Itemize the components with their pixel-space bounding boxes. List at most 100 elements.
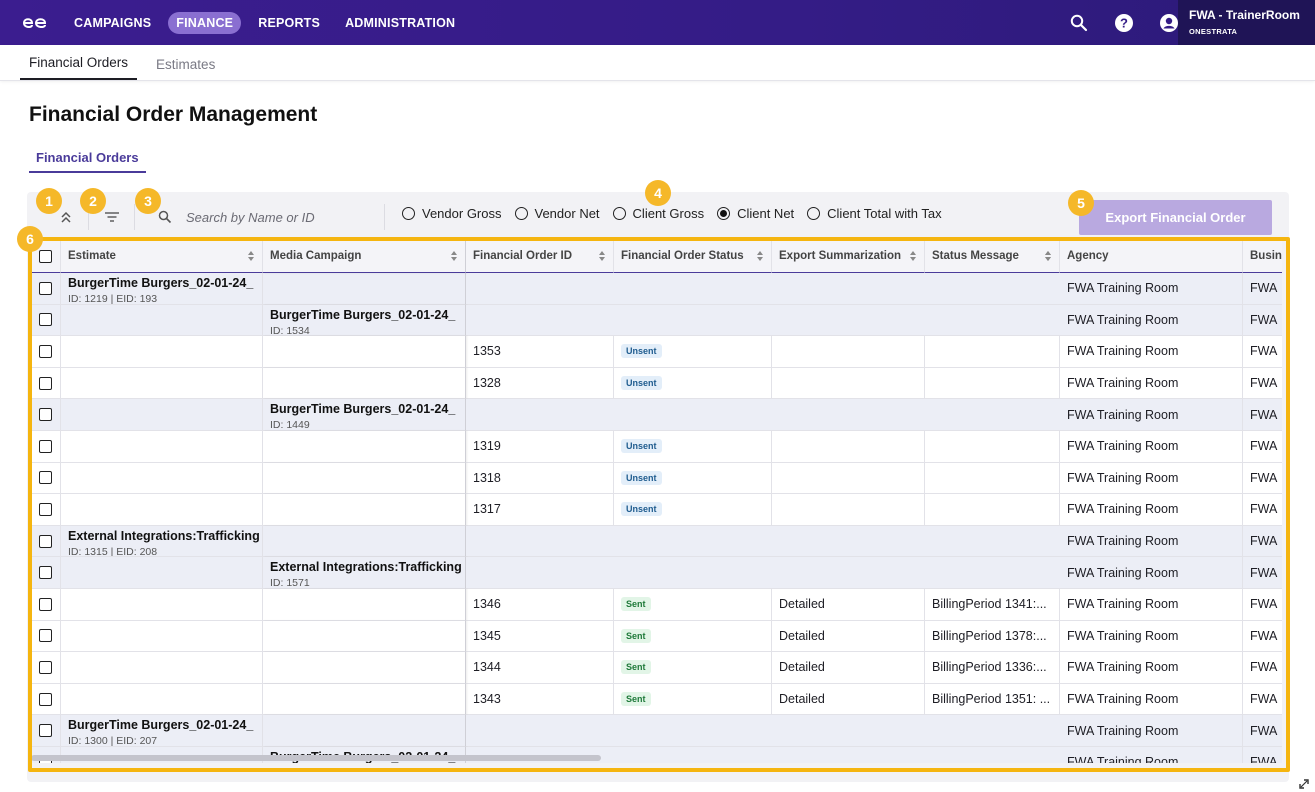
business-cell: FWA bbox=[1243, 557, 1282, 589]
column-header[interactable]: Financial Order ID bbox=[466, 240, 614, 273]
subtab-estimates[interactable]: Estimates bbox=[156, 57, 216, 72]
agency-cell: FWA Training Room bbox=[1060, 652, 1243, 684]
row-checkbox[interactable] bbox=[39, 534, 52, 548]
help-icon[interactable]: ? bbox=[1112, 11, 1136, 35]
business-cell: FWA bbox=[1243, 368, 1282, 400]
user-account-icon[interactable] bbox=[1157, 11, 1181, 35]
radio-client-net[interactable]: Client Net bbox=[717, 206, 794, 221]
radio-vendor-net[interactable]: Vendor Net bbox=[514, 206, 600, 221]
collapse-all-button[interactable] bbox=[52, 204, 80, 230]
table-row[interactable]: BurgerTime Burgers_02-01-24_ ID: 1534 FWA … bbox=[31, 304, 1282, 337]
row-checkbox[interactable] bbox=[39, 313, 52, 327]
resize-handle-icon[interactable] bbox=[1299, 779, 1309, 789]
table-row[interactable]: BurgerTime Burgers_02-01-24_ ID: 1449 FWA … bbox=[31, 399, 1282, 431]
sort-icon[interactable] bbox=[598, 250, 606, 262]
sort-icon[interactable] bbox=[450, 250, 458, 262]
table-row[interactable]: 1345 Sent Detailed BillingPeriod 1378:... FW… bbox=[31, 620, 1282, 653]
account-switcher[interactable]: FWA - TrainerRoom ONESTRATA bbox=[1178, 0, 1315, 45]
table-row[interactable]: 1318 Unsent FWA Training Room FWA bbox=[31, 462, 1282, 495]
table-row[interactable]: BurgerTime Burgers_02-01-24_ ID: 1300 | E… bbox=[31, 715, 1282, 747]
status-badge: Unsent bbox=[621, 344, 662, 359]
search-input[interactable] bbox=[186, 209, 376, 225]
estimate-id: ID: 1300 | EID: 207 bbox=[68, 735, 158, 747]
sort-icon[interactable] bbox=[909, 250, 917, 262]
radio-button-icon[interactable] bbox=[807, 207, 821, 220]
row-checkbox[interactable] bbox=[39, 439, 52, 453]
column-header[interactable]: Financial Order Status bbox=[614, 240, 772, 273]
radio-button-icon[interactable] bbox=[612, 207, 626, 220]
search-icon bbox=[158, 210, 172, 224]
export-summarization-cell: Detailed bbox=[772, 683, 925, 716]
column-header[interactable]: Busin bbox=[1243, 240, 1282, 273]
row-checkbox[interactable] bbox=[39, 692, 52, 706]
row-checkbox[interactable] bbox=[39, 471, 52, 485]
row-checkbox[interactable] bbox=[39, 281, 52, 295]
campaign-name[interactable]: External Integrations:Trafficking bbox=[270, 560, 462, 575]
table-row[interactable]: External Integrations:Trafficking ID: 157… bbox=[31, 557, 1282, 589]
table-row[interactable]: BurgerTime Burgers_02-01-24_ ID: 1219 | E… bbox=[31, 273, 1282, 305]
select-all-checkbox[interactable] bbox=[39, 249, 52, 263]
estimate-name[interactable]: External Integrations:Trafficking bbox=[68, 528, 260, 543]
filter-button[interactable] bbox=[98, 204, 126, 230]
radio-client-total-with-tax[interactable]: Client Total with Tax bbox=[807, 206, 942, 221]
campaign-name[interactable]: BurgerTime Burgers_02-01-24_ bbox=[270, 402, 456, 417]
radio-button-icon[interactable] bbox=[717, 207, 731, 220]
nav-item-reports[interactable]: REPORTS bbox=[258, 15, 321, 30]
row-checkbox[interactable] bbox=[39, 376, 52, 390]
radio-button-icon[interactable] bbox=[402, 207, 415, 220]
nav-item-campaigns[interactable]: CAMPAIGNS bbox=[74, 15, 152, 30]
app-logo-icon[interactable] bbox=[10, 0, 60, 45]
table-row[interactable]: 1343 Sent Detailed BillingPeriod 1351: ... F… bbox=[31, 683, 1282, 716]
table-row[interactable]: 1344 Sent Detailed BillingPeriod 1336:... FW… bbox=[31, 652, 1282, 684]
column-header[interactable]: Media Campaign bbox=[263, 240, 466, 273]
estimate-cell: BurgerTime Burgers_02-01-24_ ID: 1300 | E… bbox=[61, 715, 263, 747]
table-row[interactable]: 1319 Unsent FWA Training Room FWA bbox=[31, 431, 1282, 463]
subtab-financial-orders[interactable]: Financial Orders bbox=[20, 55, 138, 80]
estimate-name[interactable]: BurgerTime Burgers_02-01-24_ bbox=[68, 276, 254, 290]
table-row[interactable]: 1317 Unsent FWA Training Room FWA bbox=[31, 494, 1282, 526]
table-row[interactable]: 1346 Sent Detailed BillingPeriod 1341:... FW… bbox=[31, 589, 1282, 621]
radio-client-gross[interactable]: Client Gross bbox=[612, 206, 704, 221]
nav-item-administration[interactable]: ADMINISTRATION bbox=[345, 15, 456, 30]
table-row[interactable]: 1353 Unsent FWA Training Room FWA bbox=[31, 336, 1282, 368]
column-header[interactable]: Estimate bbox=[61, 240, 263, 273]
row-checkbox[interactable] bbox=[39, 629, 52, 643]
status-message-cell bbox=[925, 336, 1060, 368]
column-header[interactable]: Status Message bbox=[925, 240, 1060, 273]
row-checkbox[interactable] bbox=[39, 660, 52, 674]
search-box[interactable] bbox=[149, 204, 379, 230]
group-empty-cell bbox=[925, 557, 1060, 589]
tab-financial-orders[interactable]: Financial Orders bbox=[29, 150, 146, 173]
horizontal-scrollbar[interactable] bbox=[31, 755, 601, 761]
status-message-cell: BillingPeriod 1341:... bbox=[925, 589, 1060, 621]
estimate-cell bbox=[61, 494, 263, 526]
column-header[interactable]: Export Summarization bbox=[772, 240, 925, 273]
row-checkbox[interactable] bbox=[39, 408, 52, 422]
search-icon[interactable] bbox=[1067, 11, 1091, 35]
table-row[interactable]: 1328 Unsent FWA Training Room FWA bbox=[31, 367, 1282, 400]
status-badge: Unsent bbox=[621, 439, 662, 454]
row-checkbox[interactable] bbox=[39, 344, 52, 358]
row-checkbox[interactable] bbox=[39, 597, 52, 611]
group-empty-cell bbox=[466, 273, 614, 305]
campaign-name[interactable]: BurgerTime Burgers_02-01-24_ bbox=[270, 307, 456, 322]
step-marker-1: 1 bbox=[36, 188, 62, 214]
row-checkbox[interactable] bbox=[39, 502, 52, 516]
export-financial-order-button[interactable]: Export Financial Order bbox=[1079, 200, 1272, 235]
finance-subtabs: Financial Orders Estimates bbox=[0, 45, 1315, 81]
step-marker-3: 3 bbox=[135, 188, 161, 214]
table-row[interactable]: External Integrations:Trafficking ID: 131… bbox=[31, 525, 1282, 558]
sort-icon[interactable] bbox=[756, 250, 764, 262]
column-header[interactable]: Agency bbox=[1060, 240, 1243, 273]
radio-button-icon[interactable] bbox=[514, 207, 528, 220]
business-cell: FWA bbox=[1243, 463, 1282, 495]
row-checkbox[interactable] bbox=[39, 566, 52, 580]
radio-vendor-gross[interactable]: Vendor Gross bbox=[402, 206, 502, 221]
row-checkbox[interactable] bbox=[39, 724, 52, 738]
sort-icon[interactable] bbox=[247, 250, 255, 262]
nav-item-finance[interactable]: FINANCE bbox=[168, 11, 242, 34]
financial-order-id-cell: 1328 bbox=[466, 367, 614, 400]
estimate-name[interactable]: BurgerTime Burgers_02-01-24_ bbox=[68, 718, 254, 733]
account-name: FWA - TrainerRoom bbox=[1189, 8, 1300, 22]
sort-icon[interactable] bbox=[1044, 250, 1052, 262]
